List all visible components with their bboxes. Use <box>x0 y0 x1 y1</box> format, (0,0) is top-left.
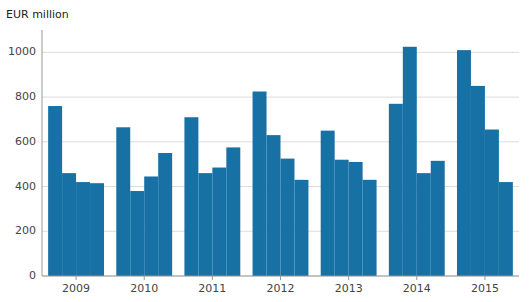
bar <box>321 131 335 276</box>
bar <box>184 117 198 276</box>
x-tick <box>484 276 485 280</box>
bar <box>363 180 377 276</box>
y-tick-label: 600 <box>15 135 36 148</box>
bar <box>485 130 499 276</box>
bar <box>212 168 226 276</box>
bar <box>403 47 417 276</box>
bar <box>335 160 349 276</box>
chart-container: 0 200 400 600 800 1000 2009 2010 2011 2012 2013 201… <box>0 0 529 302</box>
y-tick-label: 400 <box>15 180 36 193</box>
bars <box>48 47 513 276</box>
x-tick <box>144 276 145 280</box>
bar <box>158 153 172 276</box>
x-tick-label: 2015 <box>471 282 499 295</box>
y-tick-label: 0 <box>29 269 36 282</box>
bar <box>431 161 445 276</box>
bar <box>76 182 90 276</box>
x-tick-label: 2009 <box>62 282 90 295</box>
bar <box>130 191 144 276</box>
bar <box>116 127 130 276</box>
x-tick <box>416 276 417 280</box>
x-tick-label: 2014 <box>403 282 431 295</box>
bar <box>417 173 431 276</box>
bar <box>281 159 295 276</box>
bar <box>267 135 281 276</box>
bar <box>144 176 158 276</box>
x-tick-label: 2011 <box>198 282 226 295</box>
y-axis-line <box>42 30 43 276</box>
bar <box>48 106 62 276</box>
bar <box>389 104 403 276</box>
bar <box>253 92 267 277</box>
bar <box>90 183 104 276</box>
bar <box>198 173 212 276</box>
bar <box>226 147 240 276</box>
x-tick-label: 2013 <box>335 282 363 295</box>
chart: 0 200 400 600 800 1000 2009 2010 2011 2012 2013 201… <box>0 0 529 302</box>
grid-line <box>42 52 519 53</box>
y-tick-label: 800 <box>15 90 36 103</box>
x-tick <box>76 276 77 280</box>
bar <box>499 182 513 276</box>
bar <box>62 173 76 276</box>
x-tick <box>212 276 213 280</box>
y-tick-label: 200 <box>15 224 36 237</box>
x-tick <box>348 276 349 280</box>
x-tick-label: 2012 <box>267 282 295 295</box>
grid-line <box>42 97 519 98</box>
bar <box>349 162 363 276</box>
x-tick-label: 2010 <box>130 282 158 295</box>
y-axis-label: EUR million <box>6 8 69 21</box>
bar <box>457 50 471 276</box>
y-tick-label: 1000 <box>8 45 36 58</box>
grid <box>42 52 519 276</box>
bar <box>294 180 308 276</box>
x-tick <box>280 276 281 280</box>
bar <box>471 86 485 276</box>
